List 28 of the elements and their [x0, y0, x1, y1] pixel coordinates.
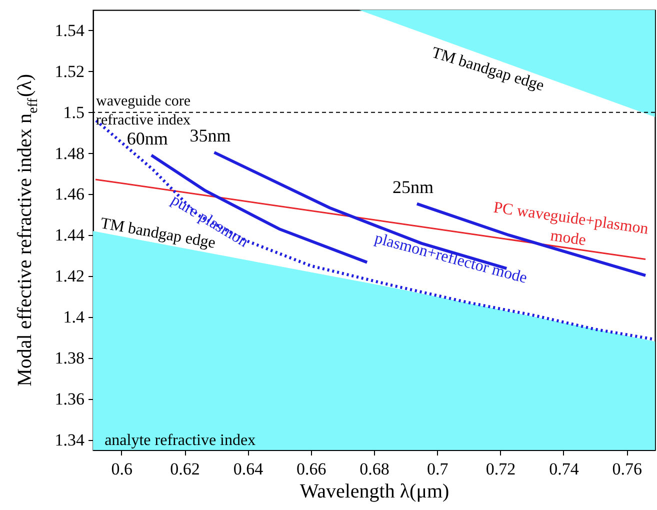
- series-label: 25nm: [392, 176, 434, 197]
- y-tick-label: 1.38: [54, 348, 84, 368]
- x-axis-title: Wavelength λ(μm): [300, 480, 450, 502]
- x-tick-label: 0.62: [170, 460, 200, 478]
- annotation: PC waveguide+plasmon mode: [492, 199, 650, 250]
- x-tick-label: 0.66: [296, 460, 326, 478]
- y-tick-label: 1.5: [63, 102, 84, 122]
- y-tick-label: 1.34: [54, 430, 85, 450]
- y-tick-label: 1.36: [54, 389, 84, 408]
- series-label: 60nm: [126, 128, 168, 148]
- x-tick-label: 0.76: [612, 460, 642, 478]
- y-tick-label: 1.48: [54, 144, 84, 163]
- ref-line-label: waveguide core refractive index: [96, 93, 192, 128]
- annotation: analyte refractive index: [104, 432, 256, 449]
- x-tick-label: 0.7: [427, 460, 449, 478]
- y-tick-label: 1.42: [54, 266, 84, 286]
- y-tick-label: 1.46: [54, 184, 84, 204]
- y-axis-title: Modal effective refractive index neff(λ): [14, 74, 41, 386]
- x-tick-label: 0.64: [233, 460, 264, 478]
- y-tick-label: 1.52: [54, 62, 84, 81]
- x-tick-label: 0.74: [549, 460, 580, 478]
- x-tick-label: 0.68: [360, 460, 390, 478]
- x-tick-label: 0.6: [111, 460, 133, 478]
- y-tick-label: 1.4: [63, 307, 85, 326]
- x-tick-label: 0.72: [486, 460, 516, 478]
- y-tick-label: 1.54: [54, 20, 85, 40]
- series-label: 35nm: [190, 125, 231, 146]
- y-tick-label: 1.44: [54, 226, 85, 245]
